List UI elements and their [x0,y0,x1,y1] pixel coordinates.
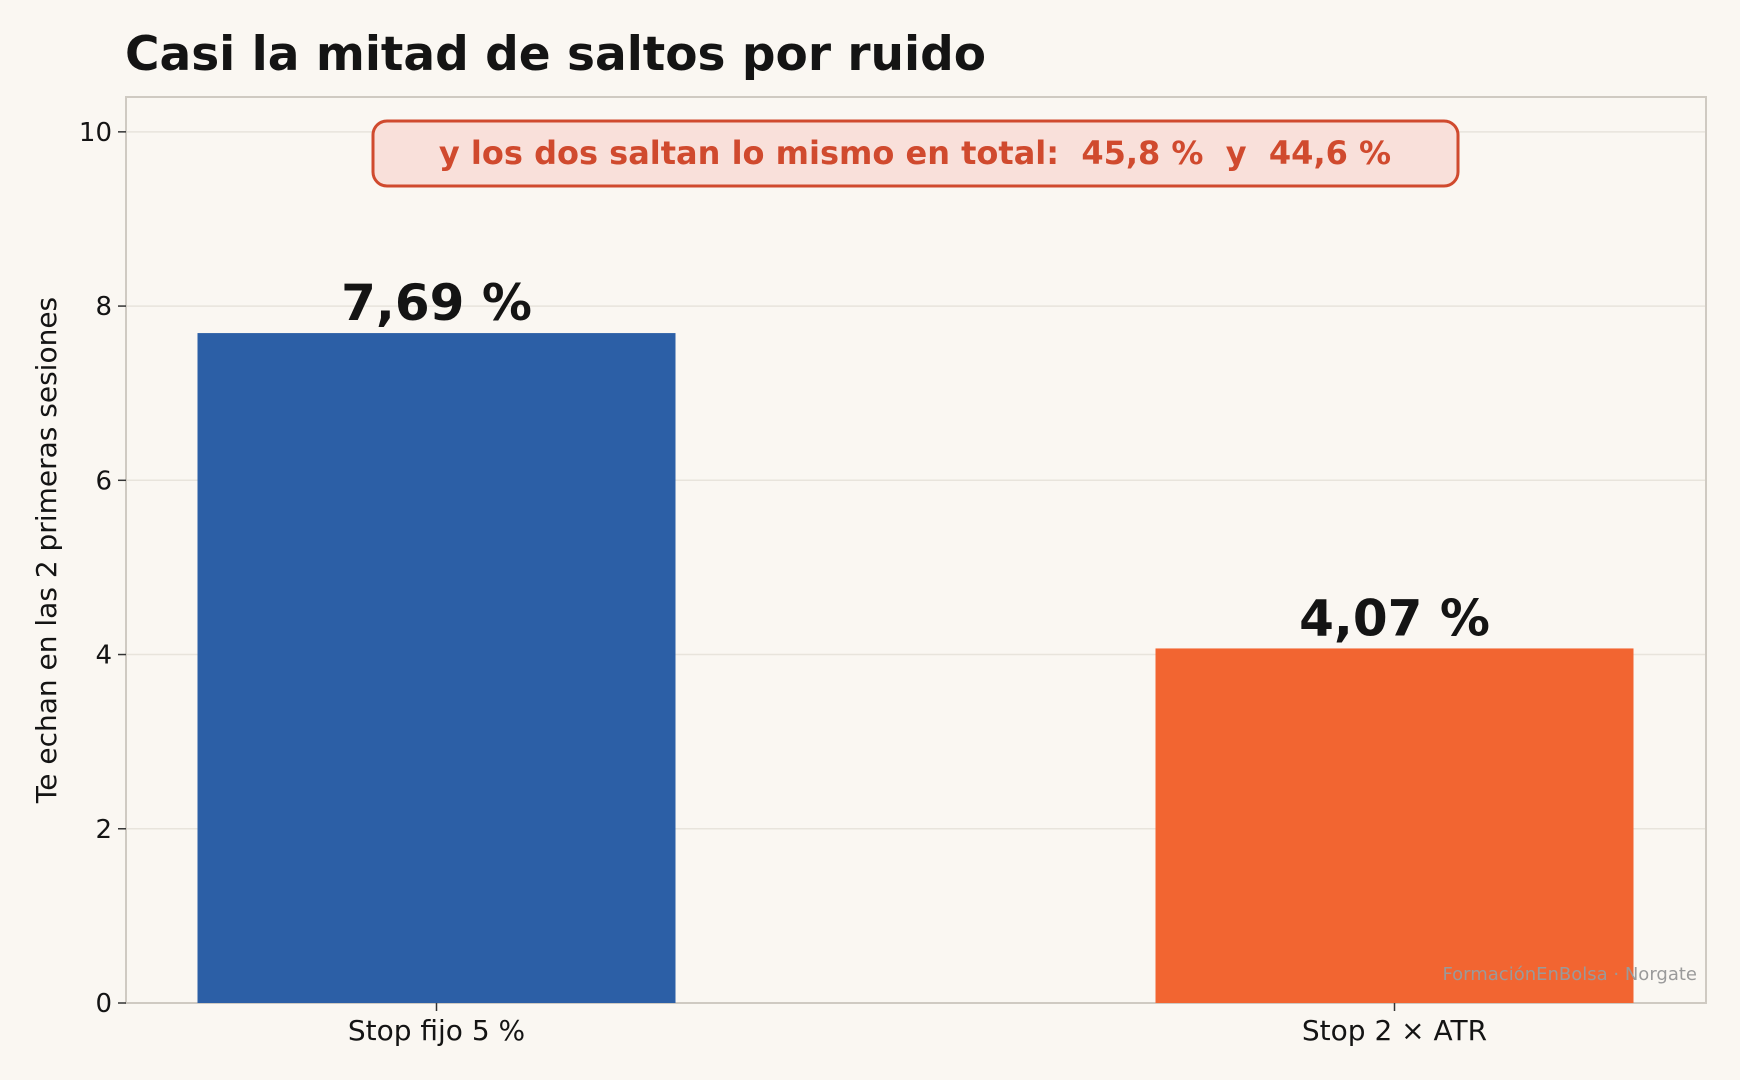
value-labels: 7,69 % 4,07 % [341,274,1490,647]
bars [197,333,1634,1003]
x-tick-label: Stop fijo 5 % [348,1014,525,1047]
source-credit: FormaciónEnBolsa · Norgate [1442,964,1697,985]
annotation-frame [371,119,1460,188]
bar-value-label: 4,07 % [1299,589,1490,647]
x-axis-ticks: Stop fijo 5 % Stop 2 × ATR [348,1003,1487,1047]
annotation-text: y los dos saltan lo mismo en total: 45,8… [439,134,1391,172]
y-tick-label: 4 [95,641,112,671]
chart-title: Casi la mitad de saltos por ruido [125,27,986,82]
bar-2 [1155,648,1634,1003]
y-axis-ticks: 0 2 4 6 8 10 [79,118,126,1019]
y-tick-label: 2 [95,815,112,845]
y-tick-label: 6 [95,466,112,496]
bar-value-label: 7,69 % [341,274,532,332]
y-tick-label: 10 [79,118,112,148]
plot-frame [125,96,1707,1004]
bar-1 [197,333,676,1003]
y-axis-label: Te echan en las 2 primeras sesiones [30,297,63,804]
y-tick-label: 0 [95,989,112,1019]
y-tick-label: 8 [95,292,112,322]
annotation-box: y los dos saltan lo mismo en total: 45,8… [371,119,1460,188]
x-tick-label: Stop 2 × ATR [1302,1014,1487,1047]
